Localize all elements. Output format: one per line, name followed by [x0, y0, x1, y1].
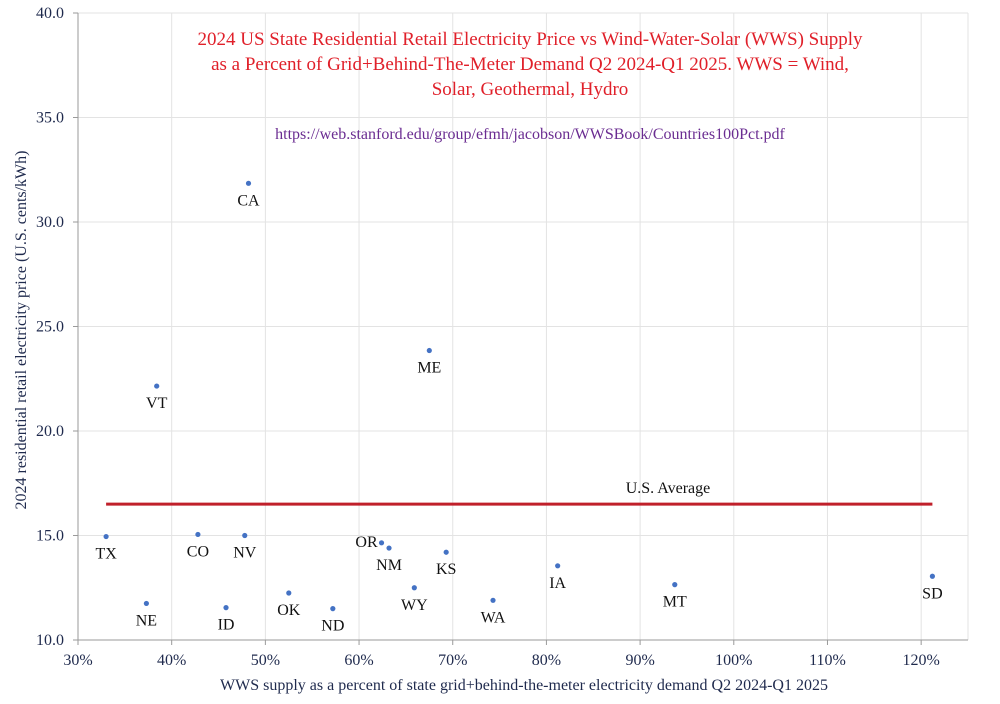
- y-tick-label: 20.0: [36, 423, 64, 440]
- state-label-co: CO: [187, 543, 209, 560]
- state-label-me: ME: [417, 360, 441, 377]
- state-label-mt: MT: [663, 594, 687, 611]
- data-point-ca[interactable]: [245, 180, 252, 186]
- axes: 30% 40% 50% 60% 70% 80% 90% 100% 110% 120% 10.0 15.…: [36, 5, 968, 669]
- data-point-nm[interactable]: [386, 545, 392, 551]
- chart-title-line-3: Solar, Geothermal, Hydro: [432, 79, 629, 100]
- data-point-ok[interactable]: [286, 590, 292, 596]
- data-point-id[interactable]: [223, 605, 229, 611]
- y-axis-title: 2024 residential retail electricity pric…: [13, 151, 30, 510]
- state-label-ks: KS: [436, 561, 456, 578]
- state-label-id: ID: [218, 617, 235, 634]
- data-point-me[interactable]: [426, 347, 432, 354]
- y-tick-label: 40.0: [36, 5, 64, 22]
- state-label-ne: NE: [136, 612, 157, 629]
- data-point-nv[interactable]: [242, 532, 248, 539]
- chart-text: 2024 US State Residential Retail Electri…: [13, 29, 863, 694]
- data-point-or[interactable]: [378, 540, 385, 546]
- x-tick-label: 90%: [625, 652, 654, 669]
- x-tick-label: 60%: [344, 652, 373, 669]
- data-point-co[interactable]: [195, 531, 201, 538]
- x-tick-label: 40%: [157, 652, 186, 669]
- x-tick-label: 50%: [251, 652, 280, 669]
- data-point-sd[interactable]: [929, 573, 936, 579]
- y-tick-label: 30.0: [36, 214, 64, 231]
- state-label-tx: TX: [95, 546, 117, 563]
- state-label-sd: SD: [922, 585, 942, 602]
- state-label-wy: WY: [401, 597, 428, 614]
- data-point-nd[interactable]: [330, 606, 336, 612]
- x-tick-label: 120%: [902, 652, 939, 669]
- state-label-ia: IA: [549, 575, 566, 592]
- y-tick-label: 25.0: [36, 319, 64, 336]
- data-point-tx[interactable]: [103, 533, 109, 540]
- state-label-wa: WA: [481, 609, 506, 626]
- us-average-label: U.S. Average: [626, 480, 711, 497]
- x-tick-label: 70%: [438, 652, 467, 669]
- x-tick-label: 30%: [63, 652, 92, 669]
- average-line-group: U.S. Average: [106, 480, 933, 506]
- source-url[interactable]: https://web.stanford.edu/group/efmh/jaco…: [275, 126, 785, 143]
- chart-title-line-2: as a Percent of Grid+Behind-The-Meter De…: [211, 54, 849, 75]
- x-axis-title: WWS supply as a percent of state grid+be…: [220, 677, 828, 694]
- data-point-mt[interactable]: [672, 582, 678, 588]
- x-tick-label: 100%: [715, 652, 752, 669]
- state-label-nm: NM: [376, 557, 402, 574]
- state-label-vt: VT: [146, 395, 168, 412]
- chart-title-line-1: 2024 US State Residential Retail Electri…: [198, 29, 864, 50]
- x-tick-label: 80%: [532, 652, 561, 669]
- x-tick-label: 110%: [809, 652, 846, 669]
- state-label-or: OR: [355, 534, 378, 551]
- state-label-ok: OK: [277, 602, 301, 619]
- data-point-wy[interactable]: [411, 585, 417, 591]
- y-tick-label: 35.0: [36, 110, 64, 127]
- y-tick-label: 10.0: [36, 632, 64, 649]
- data-point-ne[interactable]: [143, 600, 149, 607]
- data-points: TX NE VT CO ID NV CA OK ND OR NM WY ME KS WA IA MT SD: [95, 180, 943, 635]
- data-point-ia[interactable]: [555, 563, 561, 569]
- state-label-ca: CA: [237, 192, 260, 209]
- data-point-wa[interactable]: [490, 597, 496, 603]
- data-point-ks[interactable]: [443, 549, 449, 555]
- data-point-vt[interactable]: [154, 383, 160, 389]
- y-tick-label: 15.0: [36, 528, 64, 545]
- state-label-nv: NV: [233, 545, 257, 562]
- state-label-nd: ND: [321, 618, 344, 635]
- gridlines: [78, 12, 969, 640]
